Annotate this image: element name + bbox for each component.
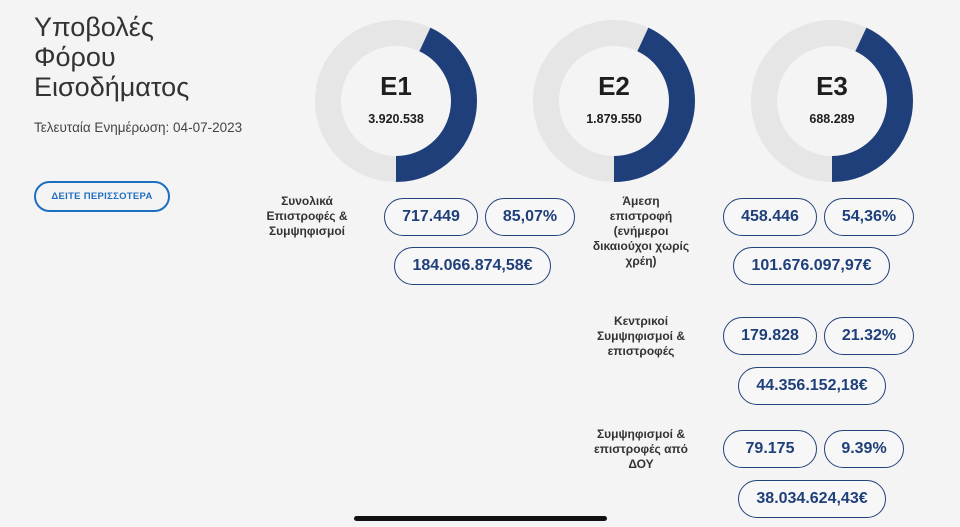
- direct-percent-pill: 54,36%: [824, 198, 914, 236]
- title-line-3: Εισοδήματος: [34, 72, 190, 102]
- gauge-value: 3.920.538: [368, 112, 424, 126]
- last-updated: Τελευταία Ενημέρωση: 04-07-2023: [34, 120, 243, 135]
- central-amount-pill: 44.356.152,18€: [738, 367, 886, 405]
- central-count-pill: 179.828: [723, 317, 817, 355]
- gauge-label: E3: [816, 71, 848, 101]
- doy-amount-pill: 38.034.624,43€: [738, 480, 886, 518]
- doy-percent-pill: 9.39%: [824, 430, 904, 468]
- doy-label: Συμψηφισμοί & επιστροφές από ΔΟΥ: [593, 427, 688, 471]
- page-title: Υποβολές Φόρου Εισοδήματος: [34, 12, 254, 102]
- gauge-e3-ring: [751, 20, 913, 182]
- gauge-label: E2: [598, 71, 630, 101]
- gauge-e1: E1 3.920.538: [314, 19, 478, 183]
- gauge-e2-ring: [533, 20, 695, 182]
- gauge-value: 688.289: [809, 112, 855, 126]
- direct-count-pill: 458.446: [723, 198, 817, 236]
- total-label: Συνολικά Επιστροφές & Συμψηφισμοί: [266, 194, 348, 238]
- total-percent-pill: 85,07%: [485, 198, 575, 236]
- gauge-value: 1.879.550: [586, 112, 642, 126]
- gauge-arc: [315, 20, 477, 182]
- doy-count-pill: 79.175: [723, 430, 817, 468]
- see-more-button[interactable]: ΔΕΙΤΕ ΠΕΡΙΣΣΟΤΕΡΑ: [34, 181, 170, 212]
- gauge-e3: E3 688.289: [750, 19, 914, 183]
- central-percent-pill: 21.32%: [824, 317, 914, 355]
- gauge-arc: [751, 20, 913, 182]
- gauge-e2: E2 1.879.550: [532, 19, 696, 183]
- total-count-pill: 717.449: [384, 198, 478, 236]
- title-line-2: Φόρου: [34, 42, 116, 72]
- gauge-arc: [533, 20, 695, 182]
- title-line-1: Υποβολές: [34, 12, 154, 42]
- direct-amount-pill: 101.676.097,97€: [733, 247, 890, 285]
- home-indicator: [354, 516, 607, 521]
- gauge-label: E1: [380, 71, 412, 101]
- central-label: Κεντρικοί Συμψηφισμοί & επιστροφές: [596, 314, 686, 358]
- gauge-e1-ring: [315, 20, 477, 182]
- direct-label: Άμεση επιστροφή (ενήμεροι δικαιούχοι χωρ…: [592, 194, 690, 268]
- total-amount-pill: 184.066.874,58€: [394, 247, 551, 285]
